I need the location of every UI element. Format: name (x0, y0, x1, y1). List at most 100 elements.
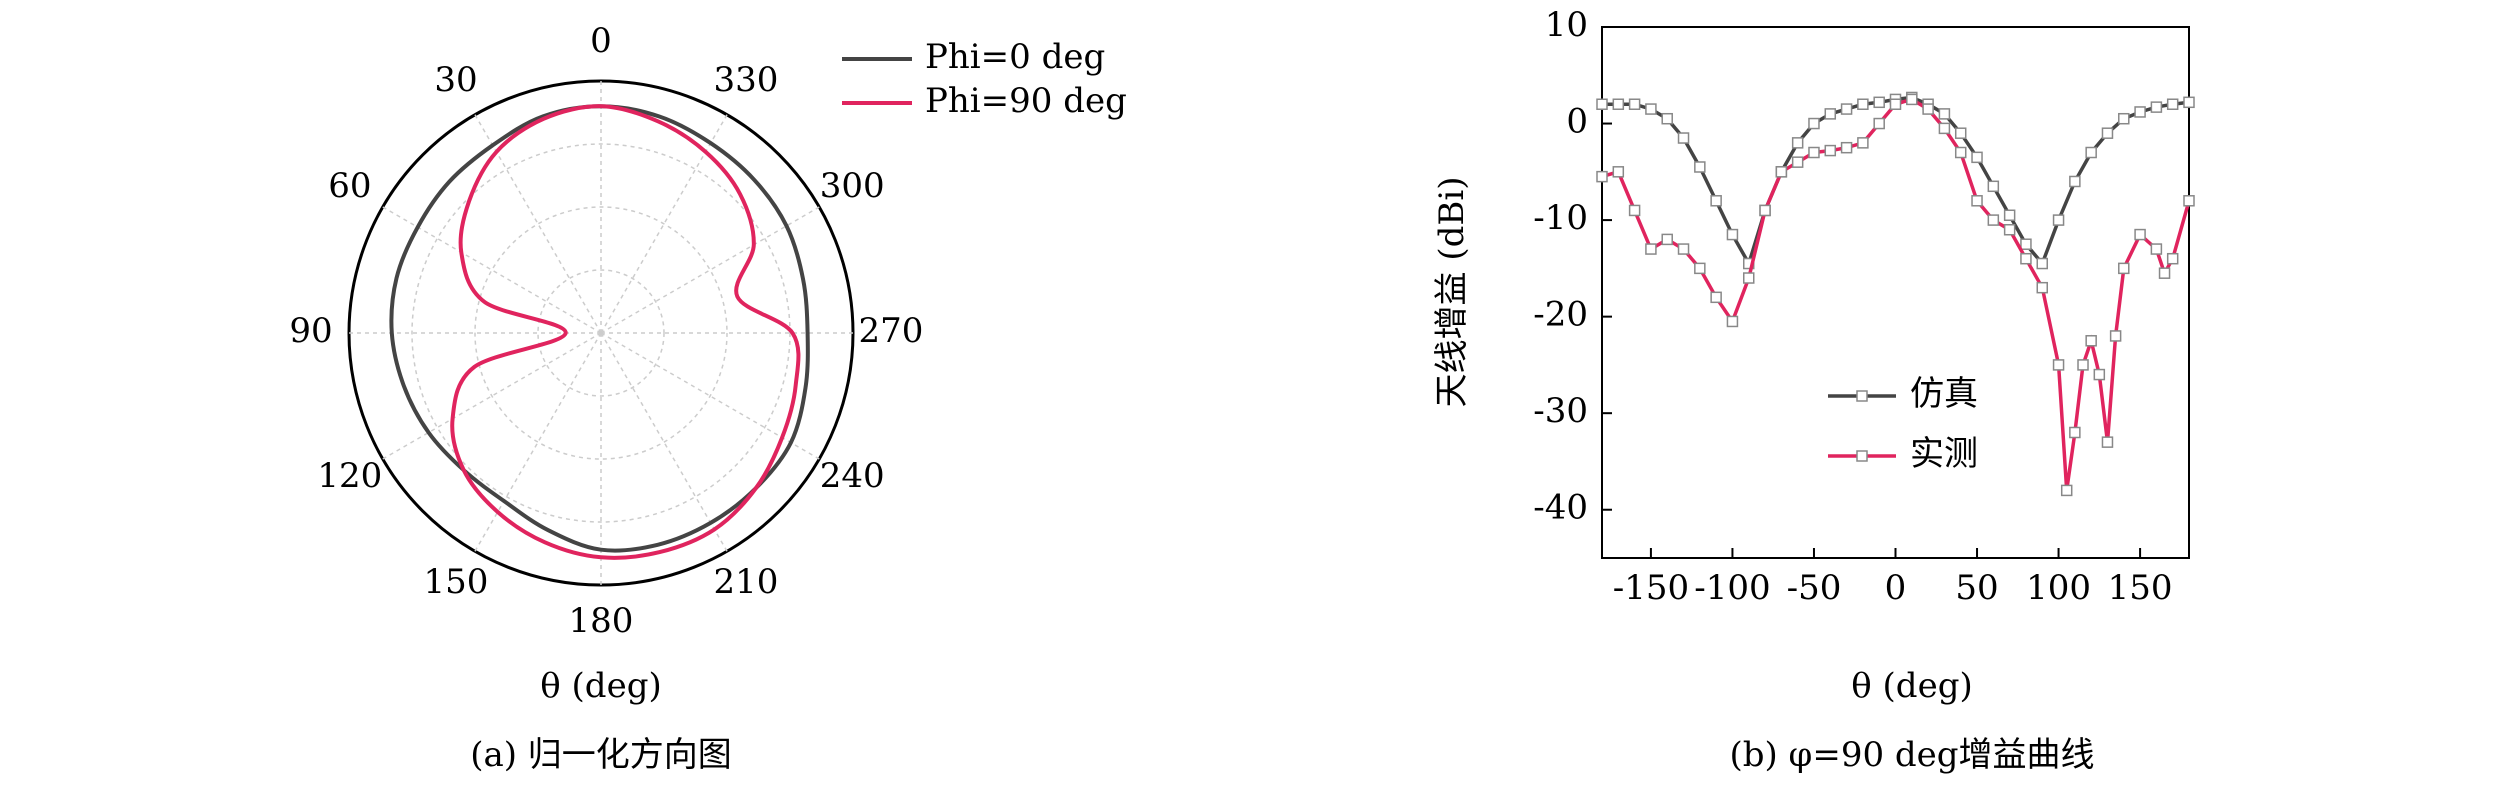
series-line (450, 104, 801, 560)
grid-ring (537, 269, 665, 397)
marker (1840, 141, 1853, 154)
marker (2003, 223, 2016, 236)
x-tick-label: -100 (1694, 568, 1770, 608)
series-line (1602, 95, 2190, 268)
y-tick-label: -30 (1533, 391, 1588, 431)
marker (2150, 101, 2163, 113)
marker (2085, 335, 2097, 347)
marker (1954, 127, 1967, 139)
marker (1971, 195, 1983, 207)
grid-ring (474, 206, 728, 460)
grid-line (600, 332, 728, 552)
marker (1661, 233, 1673, 246)
theta-tick-label: 30 (434, 60, 477, 100)
theta-tick-label: 60 (328, 166, 371, 206)
marker (1873, 117, 1885, 130)
marker (1987, 180, 2000, 193)
marker (2166, 252, 2179, 265)
theta-tick-label: 120 (317, 456, 382, 496)
marker (2052, 359, 2065, 371)
x-tick-label: 100 (2026, 568, 2091, 608)
marker (1938, 122, 1951, 135)
caption: (b) φ=90 deg增益曲线 (1729, 735, 2094, 775)
marker (1938, 108, 1951, 120)
marker (1759, 204, 1771, 217)
marker (2101, 436, 2114, 448)
grid-line (474, 332, 602, 552)
marker (2077, 359, 2089, 371)
y-tick-label: 10 (1545, 5, 1588, 45)
marker (1791, 156, 1804, 168)
grid-line (474, 114, 602, 334)
marker (1612, 166, 1625, 178)
marker (1726, 315, 1739, 328)
y-tick-label: -20 (1533, 295, 1588, 335)
theta-tick-label: 90 (289, 311, 332, 351)
marker (2109, 330, 2122, 342)
marker (2118, 112, 2130, 125)
marker (1922, 103, 1934, 115)
marker (2134, 228, 2146, 241)
marker (1743, 272, 1755, 284)
legend-marker (1856, 450, 1868, 462)
marker (1808, 146, 1820, 159)
y-axis-label: 天线增益 (dBi) (1432, 177, 1472, 408)
marker (1889, 98, 1902, 110)
theta-tick-label: 300 (820, 166, 885, 206)
y-tick-label: -40 (1533, 488, 1588, 528)
grid-line (382, 206, 602, 334)
marker (2150, 243, 2163, 255)
marker (1645, 103, 1657, 115)
marker (2118, 262, 2130, 275)
marker (1694, 262, 1706, 275)
x-tick-label: 150 (2108, 568, 2173, 608)
marker (1857, 98, 1869, 110)
series-line (389, 104, 810, 553)
marker (2020, 238, 2032, 250)
legend-label: Phi=90 deg (925, 81, 1127, 121)
marker (1645, 243, 1657, 255)
marker (2036, 281, 2048, 294)
grid-ring (411, 143, 791, 523)
caption: (a) 归一化方向图 (470, 735, 732, 775)
theta-tick-label: 150 (424, 562, 489, 602)
x-tick-label: 50 (1955, 568, 1998, 608)
marker (2134, 106, 2146, 118)
legend-label: Phi=0 deg (925, 37, 1105, 77)
series-line (1601, 97, 2191, 491)
marker (1987, 214, 2000, 226)
marker (2183, 96, 2195, 109)
legend-marker (1856, 390, 1868, 402)
marker (1612, 98, 1625, 110)
x-tick-label: 0 (1885, 568, 1907, 608)
marker (1873, 96, 1885, 109)
marker (2069, 175, 2081, 188)
marker (1596, 98, 1608, 110)
marker (2003, 209, 2016, 222)
marker (2183, 195, 2195, 207)
legend-label: 仿真 (1910, 374, 1978, 414)
marker (2052, 214, 2065, 226)
marker (1661, 112, 1673, 125)
marker (2020, 252, 2032, 265)
marker (2069, 426, 2081, 439)
marker (1824, 108, 1837, 120)
theta-tick-label: 240 (820, 456, 885, 496)
marker (1677, 132, 1690, 144)
marker (1628, 98, 1641, 110)
marker (2101, 127, 2114, 139)
marker (1596, 170, 1608, 183)
y-tick-label: -10 (1533, 198, 1588, 238)
marker (1677, 243, 1690, 255)
marker (1840, 103, 1853, 115)
theta-tick-label: 180 (569, 601, 634, 641)
marker (2085, 146, 2097, 159)
x-tick-label: -50 (1787, 568, 1842, 608)
marker (1694, 161, 1706, 173)
x-tick-label: -150 (1613, 568, 1689, 608)
marker (2036, 257, 2048, 270)
theta-tick-label: 0 (590, 21, 612, 61)
marker (2060, 484, 2073, 497)
marker (1857, 137, 1869, 149)
marker (1824, 144, 1837, 157)
